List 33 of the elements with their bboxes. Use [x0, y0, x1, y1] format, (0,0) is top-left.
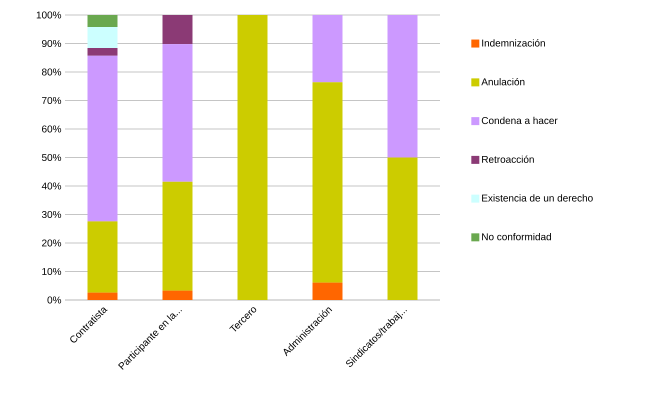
- bar: [88, 26, 118, 48]
- y-tick-label: 40%: [42, 182, 62, 190]
- legend-label: Condena a hacer: [482, 116, 558, 124]
- bar: [312, 282, 342, 300]
- legend-label: Indemnización: [482, 39, 545, 47]
- y-tick-label: 0%: [47, 296, 62, 304]
- bar: [162, 14, 192, 44]
- bar: [388, 14, 418, 158]
- y-tick-label: 60%: [42, 125, 62, 133]
- y-tick-label: 50%: [42, 154, 62, 162]
- y-tick-label: 90%: [42, 40, 62, 48]
- legend-label: Retroacción: [482, 155, 534, 163]
- bar: [162, 44, 192, 182]
- bar: [88, 292, 118, 300]
- bar: [88, 221, 118, 293]
- bar: [88, 48, 118, 56]
- legend-label: Existencia de un derecho: [482, 194, 593, 202]
- legend-label: No conformidad: [482, 232, 551, 240]
- legend-label: Anulación: [481, 78, 524, 86]
- bar: [88, 56, 118, 222]
- y-tick-label: 20%: [42, 239, 62, 247]
- bar: [312, 82, 342, 283]
- bar: [88, 14, 118, 27]
- bar: [388, 158, 418, 300]
- y-tick-label: 70%: [42, 96, 62, 104]
- bar: [238, 14, 268, 300]
- y-tick-label: 80%: [42, 68, 62, 76]
- y-tick-label: 10%: [42, 268, 62, 276]
- bar: [312, 14, 342, 82]
- y-tick-label: 100%: [36, 11, 62, 19]
- bar: [162, 182, 192, 291]
- bar: [162, 290, 192, 300]
- y-tick-label: 30%: [42, 210, 62, 218]
